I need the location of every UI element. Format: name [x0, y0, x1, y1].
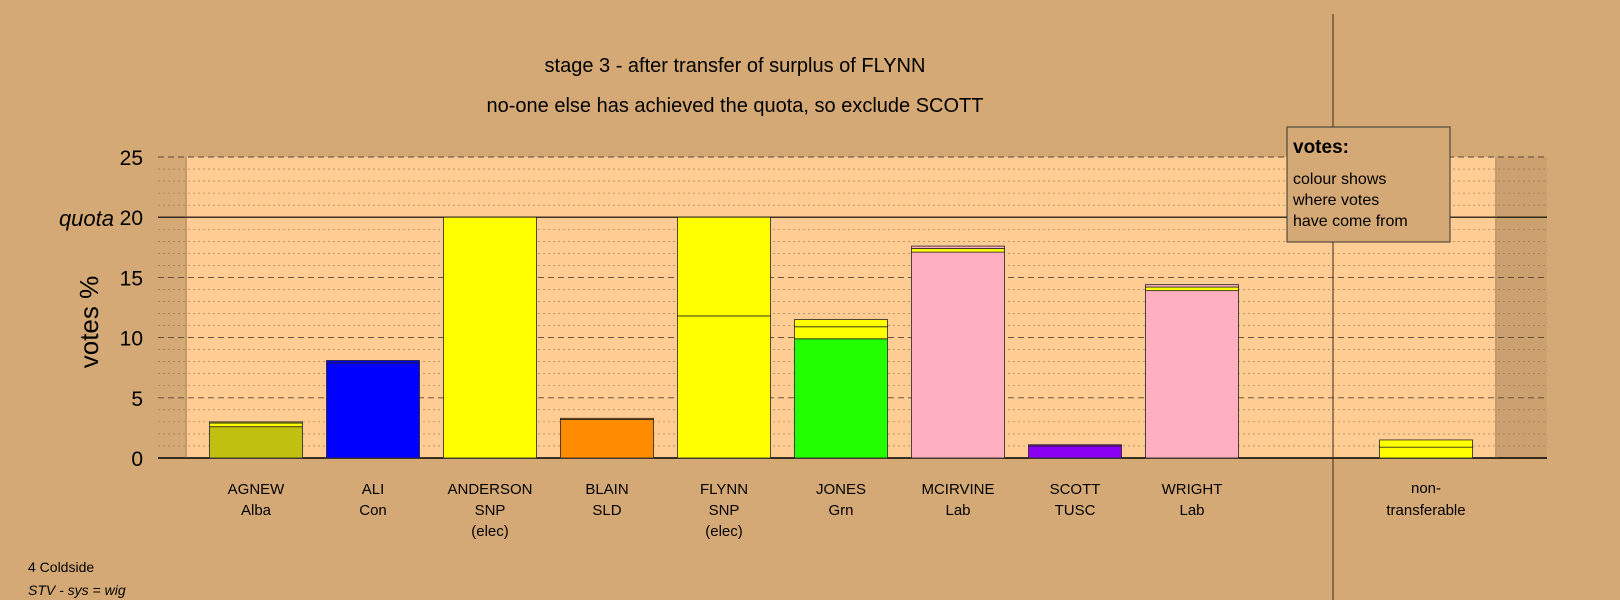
quota-label: quota — [59, 206, 114, 231]
bar-mcirvine-segment — [911, 245, 1005, 249]
candidate-name: WRIGHT — [1162, 481, 1223, 498]
candidate-name: AGNEW — [228, 481, 286, 498]
bar-anderson-segment — [443, 216, 537, 459]
bar-agnew-segment — [209, 421, 303, 424]
legend-box — [1286, 126, 1451, 243]
bar-wright-segment — [1145, 290, 1239, 459]
legend-line-3: have come from — [1293, 213, 1408, 230]
candidate-name: JONES — [816, 481, 866, 498]
y-tick-label: 0 — [131, 448, 143, 471]
bar-scott-segment — [1028, 444, 1122, 447]
bar-agnew-segment — [209, 426, 303, 459]
bar-agnew-segment — [209, 422, 303, 428]
candidate-name: ALI — [362, 481, 385, 498]
bar-flynn-segment — [677, 216, 771, 317]
candidate-party: Con — [359, 502, 387, 519]
bar-jones-segment — [794, 319, 888, 328]
bar-nontransferable-segment — [1379, 446, 1473, 459]
bar-scott-segment — [1028, 445, 1122, 459]
bar-ali-segment — [326, 362, 420, 459]
candidate-party: Lab — [945, 502, 970, 519]
bar-nontransferable-segment — [1379, 439, 1473, 448]
chart-subtitle: no-one else has achieved the quota, so e… — [487, 95, 984, 117]
footer-system: STV - sys = wig — [28, 582, 126, 598]
bar-wright-segment — [1145, 286, 1239, 292]
bar-ali-segment — [326, 360, 420, 364]
bar-jones-segment — [794, 326, 888, 340]
y-tick-label: 25 — [120, 147, 143, 170]
y-tick-label: 5 — [131, 388, 143, 411]
bar-flynn-segment — [677, 315, 771, 459]
legend-line-2: where votes — [1292, 192, 1379, 209]
footer-ward: 4 Coldside — [28, 559, 94, 575]
candidate-party: SNP — [709, 502, 740, 519]
candidate-name: FLYNN — [700, 481, 748, 498]
plot-right-shade — [1497, 157, 1547, 458]
nontransferable-label-2: transferable — [1386, 502, 1465, 519]
candidate-name: SCOTT — [1050, 481, 1101, 498]
candidate-party: TUSC — [1055, 502, 1096, 519]
category-labels: AGNEW Alba ALI Con ANDERSON SNP (elec) BLAIN SLD… — [228, 480, 1466, 540]
candidate-party: Lab — [1179, 502, 1204, 519]
y-tick-label: 15 — [120, 267, 143, 290]
chart-title: stage 3 - after transfer of surplus of F… — [545, 55, 926, 77]
bar-blain-segment — [560, 417, 654, 420]
candidate-party: SLD — [592, 502, 621, 519]
y-tick-label: 20 — [120, 207, 143, 230]
candidate-note: (elec) — [471, 523, 509, 540]
legend-title: votes: — [1293, 137, 1349, 158]
candidate-party: Grn — [828, 502, 853, 519]
legend: votes: colour shows where votes have com… — [1286, 126, 1451, 243]
bar-mcirvine-segment — [911, 251, 1005, 459]
y-axis-label: votes % — [74, 276, 104, 369]
nontransferable-label-1: non- — [1411, 480, 1441, 497]
candidate-name: ANDERSON — [447, 481, 532, 498]
y-tick-label: 10 — [120, 328, 143, 351]
bar-mcirvine-segment — [911, 248, 1005, 253]
legend-line-1: colour shows — [1293, 171, 1386, 188]
bar-wright-segment — [1145, 284, 1239, 288]
bar-blain-segment — [560, 419, 654, 459]
candidate-note: (elec) — [705, 523, 743, 540]
candidate-name: MCIRVINE — [921, 481, 994, 498]
bar-jones-segment — [794, 338, 888, 459]
candidate-party: Alba — [241, 502, 272, 519]
bars — [209, 216, 1473, 459]
candidate-name: BLAIN — [585, 481, 628, 498]
candidate-party: SNP — [475, 502, 506, 519]
